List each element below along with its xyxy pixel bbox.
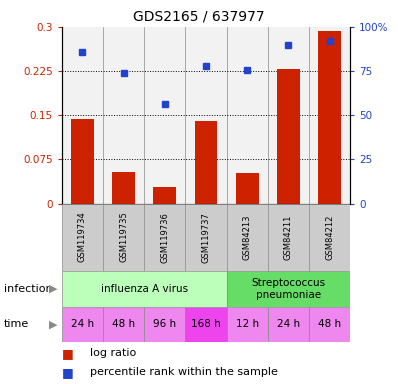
Bar (71, 119, 94, 204)
Text: 24 h: 24 h (71, 319, 94, 329)
Text: 96 h: 96 h (153, 319, 176, 329)
Bar (144, 27, 185, 204)
Bar (62, 271, 226, 307)
Text: 168 h: 168 h (191, 319, 221, 329)
Text: GSM84213: GSM84213 (243, 214, 252, 260)
Bar (226, 271, 350, 307)
Bar (226, 27, 268, 204)
Text: ■: ■ (62, 366, 74, 379)
Bar (185, 27, 226, 204)
Text: GSM84211: GSM84211 (284, 214, 293, 260)
Text: ▶: ▶ (49, 319, 58, 329)
Text: GSM119736: GSM119736 (160, 212, 169, 263)
Bar (195, 121, 217, 204)
Bar (268, 307, 309, 342)
Text: 48 h: 48 h (112, 319, 135, 329)
Text: Streptococcus
pneumoniae: Streptococcus pneumoniae (252, 278, 326, 300)
Text: time: time (4, 319, 29, 329)
Text: GSM119734: GSM119734 (78, 212, 87, 263)
Text: log ratio: log ratio (90, 348, 136, 358)
Text: ▶: ▶ (49, 284, 58, 294)
Bar (62, 307, 103, 342)
Bar (318, 31, 341, 204)
Text: GDS2165 / 637977: GDS2165 / 637977 (133, 10, 265, 23)
Bar (103, 27, 144, 204)
Text: GSM119735: GSM119735 (119, 212, 128, 263)
Text: 12 h: 12 h (236, 319, 259, 329)
Text: influenza A virus: influenza A virus (101, 284, 188, 294)
Text: GSM84212: GSM84212 (325, 214, 334, 260)
Text: percentile rank within the sample: percentile rank within the sample (90, 367, 277, 377)
Bar (112, 172, 135, 204)
Bar (236, 173, 259, 204)
Text: GSM119737: GSM119737 (201, 212, 211, 263)
Text: 48 h: 48 h (318, 319, 341, 329)
Bar (268, 27, 309, 204)
Text: 24 h: 24 h (277, 319, 300, 329)
Text: ■: ■ (62, 347, 74, 360)
Bar (144, 307, 185, 342)
Bar (309, 307, 350, 342)
Bar (185, 307, 226, 342)
Bar (62, 27, 103, 204)
Text: infection: infection (4, 284, 53, 294)
Bar (309, 27, 350, 204)
Bar (153, 187, 176, 204)
Bar (226, 307, 268, 342)
Bar (103, 307, 144, 342)
Bar (277, 69, 300, 204)
